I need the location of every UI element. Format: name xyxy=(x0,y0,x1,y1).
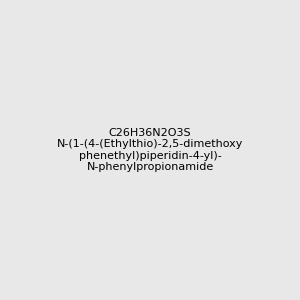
Text: C26H36N2O3S
N-(1-(4-(Ethylthio)-2,5-dimethoxy
phenethyl)piperidin-4-yl)-
N-pheny: C26H36N2O3S N-(1-(4-(Ethylthio)-2,5-dime… xyxy=(57,128,243,172)
